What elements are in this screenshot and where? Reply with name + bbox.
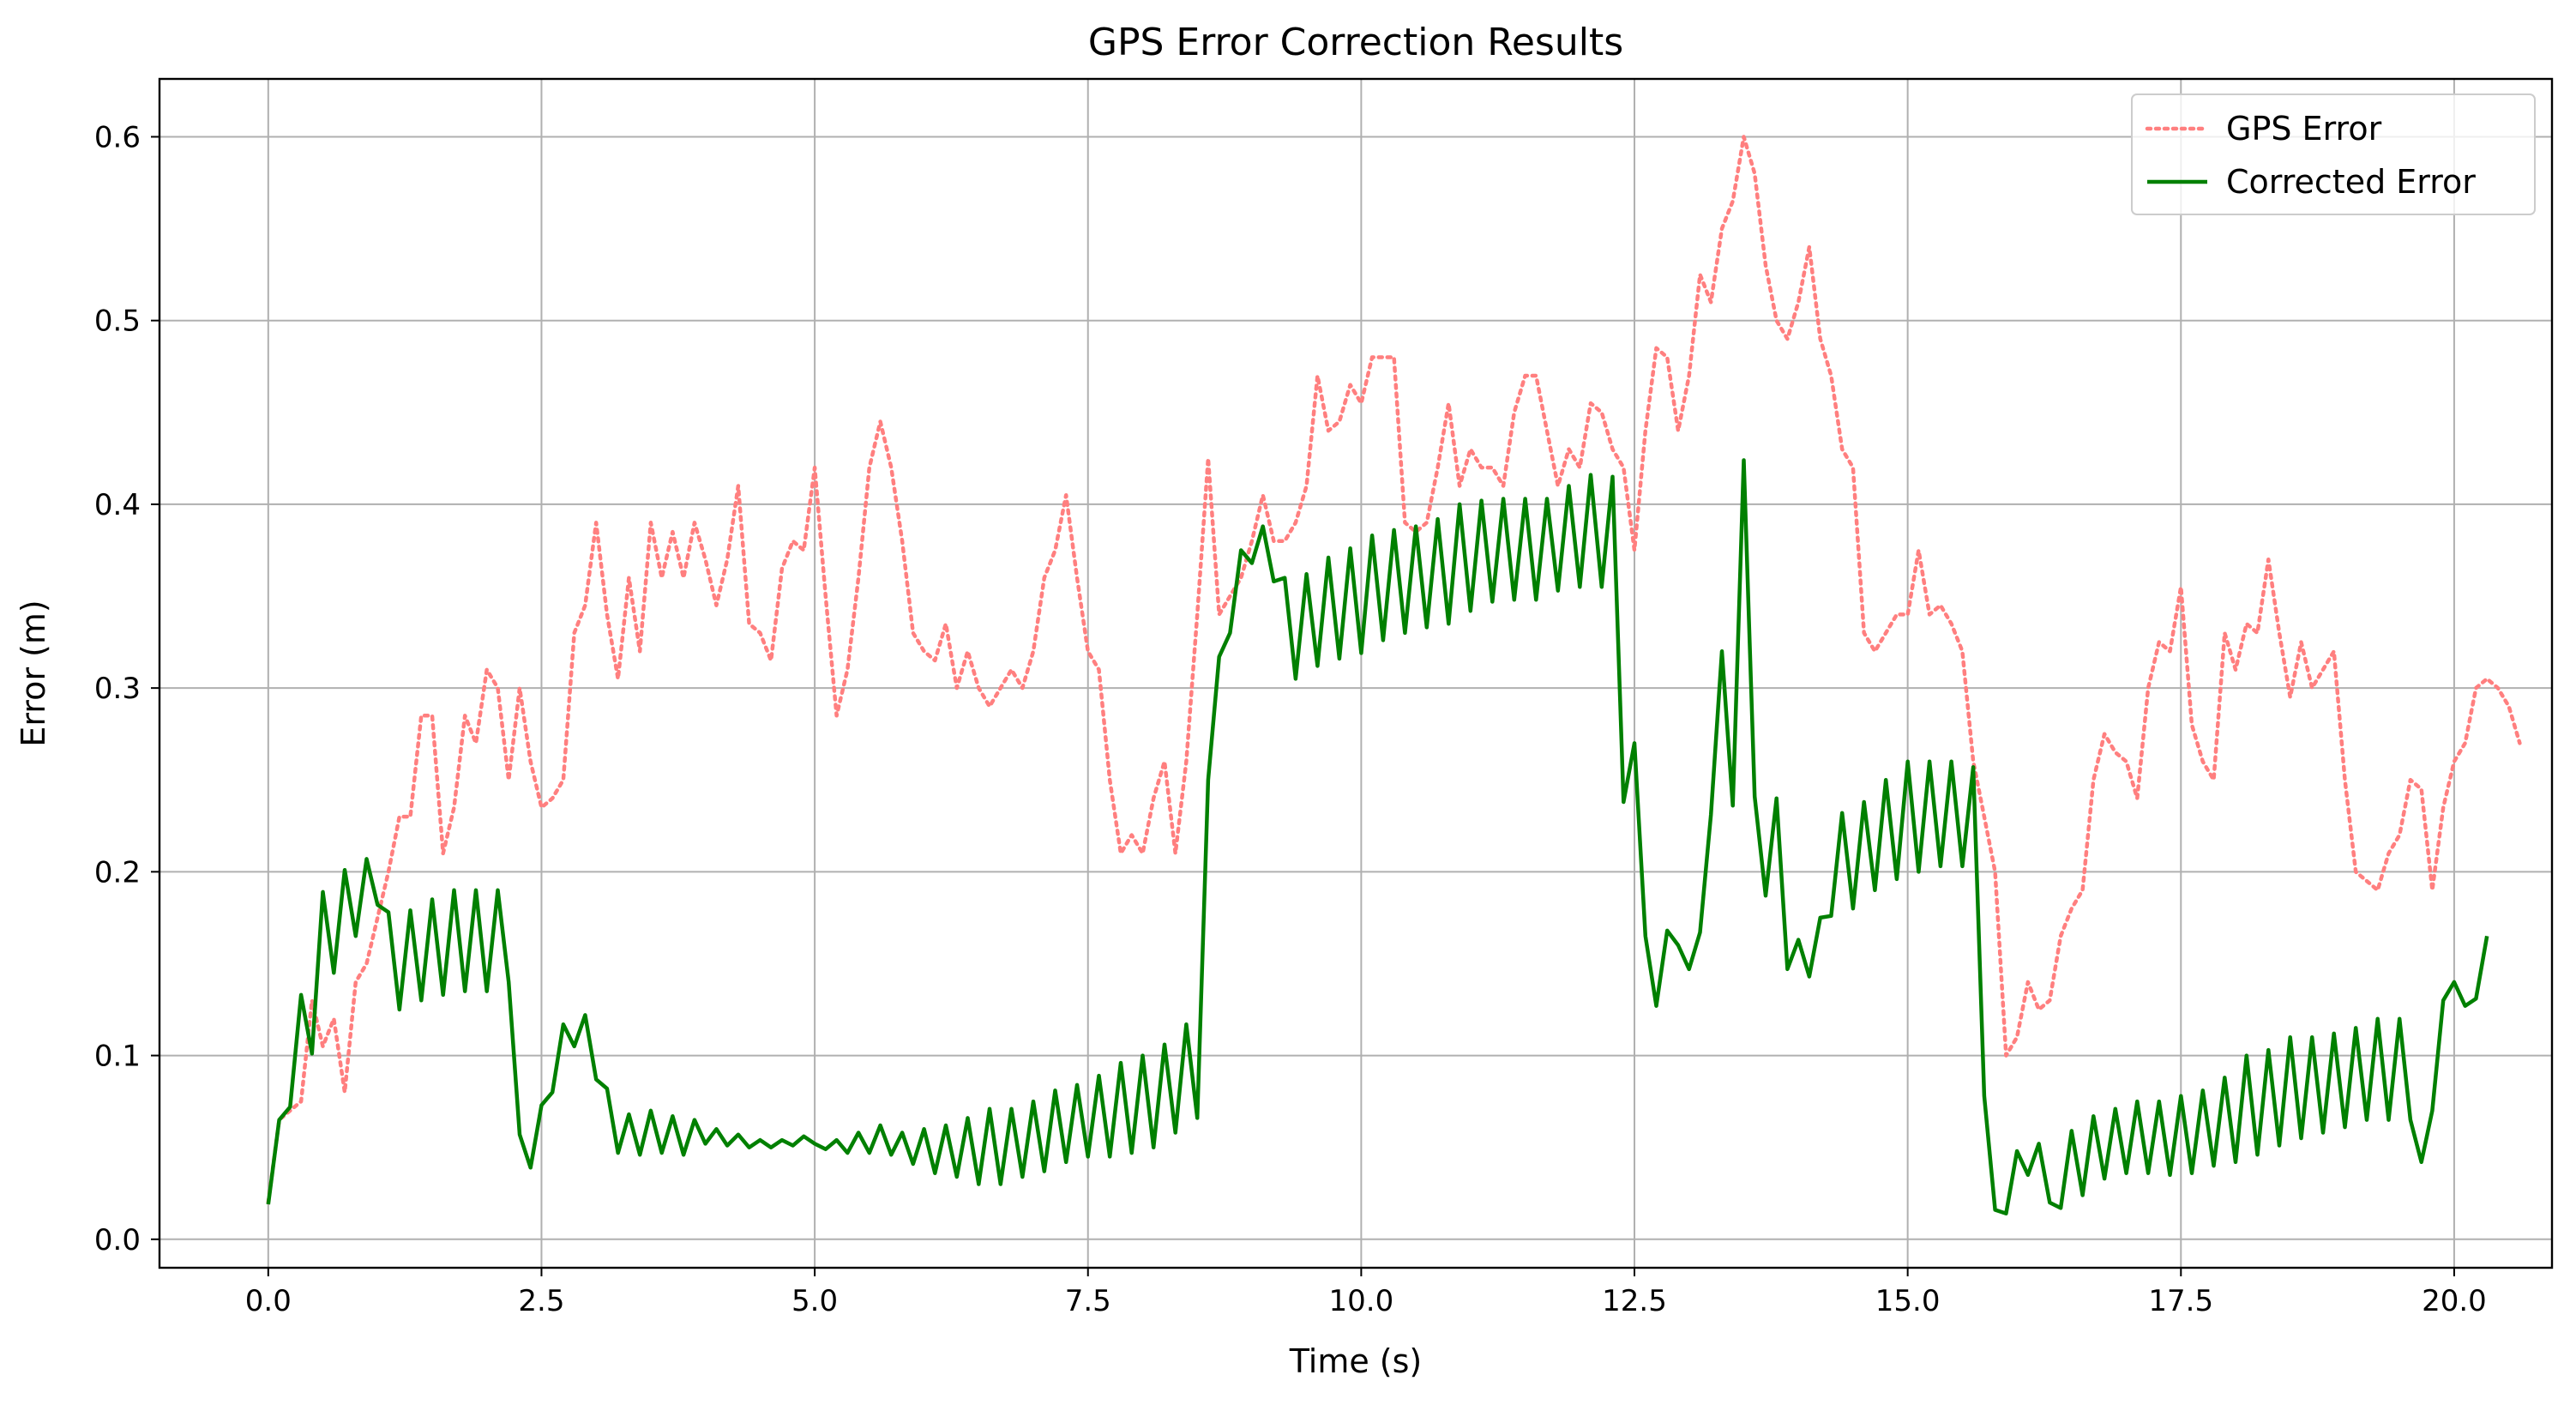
x-tick-label: 20.0 bbox=[2422, 1284, 2487, 1318]
series-line-corrected-error bbox=[266, 458, 2489, 1216]
y-axis-label: Error (m) bbox=[15, 600, 52, 746]
y-tick-label: 0.2 bbox=[94, 855, 141, 889]
plot-frame bbox=[158, 77, 2554, 1269]
x-axis-label: Time (s) bbox=[1289, 1342, 1423, 1380]
x-tick-label: 7.5 bbox=[1065, 1284, 1111, 1318]
y-tick-label: 0.1 bbox=[94, 1040, 141, 1074]
y-tick-label: 0.6 bbox=[94, 120, 141, 154]
chart-title: GPS Error Correction Results bbox=[1088, 21, 1623, 64]
legend-label-corrected-error: Corrected Error bbox=[2226, 163, 2476, 201]
series-line-gps-error bbox=[266, 135, 2522, 1205]
x-tick-label: 15.0 bbox=[1875, 1284, 1941, 1318]
legend-label-gps-error: GPS Error bbox=[2226, 110, 2382, 148]
y-tick-label: 0.5 bbox=[94, 305, 141, 339]
y-tick-label: 0.0 bbox=[94, 1223, 141, 1257]
x-tick-label: 17.5 bbox=[2148, 1284, 2213, 1318]
x-tick-label: 10.0 bbox=[1329, 1284, 1394, 1318]
legend: GPS Error Corrected Error bbox=[2131, 93, 2536, 215]
y-tick-label: 0.3 bbox=[94, 672, 141, 706]
legend-box bbox=[2131, 93, 2536, 215]
x-tick-label: 0.0 bbox=[245, 1284, 292, 1318]
x-tick-label: 2.5 bbox=[518, 1284, 564, 1318]
ticks: 0.0 2.5 5.0 7.5 10.0 12.5 15.0 17.5 20.0 0.0 0.1 0.… bbox=[94, 120, 2487, 1318]
x-tick-label: 5.0 bbox=[791, 1284, 838, 1318]
grid bbox=[159, 79, 2552, 1268]
y-tick-label: 0.4 bbox=[94, 488, 141, 522]
x-tick-label: 12.5 bbox=[1602, 1284, 1667, 1318]
series-layer bbox=[266, 135, 2522, 1216]
